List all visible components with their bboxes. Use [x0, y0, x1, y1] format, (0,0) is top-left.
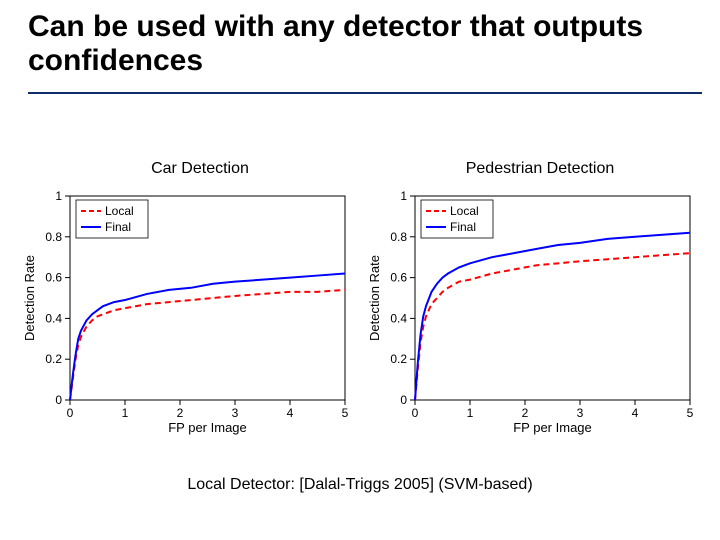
svg-text:Local: Local: [450, 204, 479, 218]
svg-text:4: 4: [287, 406, 294, 420]
svg-text:2: 2: [522, 406, 529, 420]
svg-text:FP per Image: FP per Image: [513, 420, 592, 435]
svg-text:Local: Local: [105, 204, 134, 218]
svg-text:Final: Final: [105, 220, 131, 234]
slide: Can be used with any detector that outpu…: [0, 0, 720, 540]
svg-text:FP per Image: FP per Image: [168, 420, 247, 435]
slide-title: Can be used with any detector that outpu…: [28, 10, 692, 77]
svg-text:0.2: 0.2: [45, 352, 62, 366]
chart-title-car: Car Detection: [120, 160, 280, 178]
svg-text:0.2: 0.2: [390, 352, 407, 366]
svg-text:2: 2: [177, 406, 184, 420]
svg-text:4: 4: [632, 406, 639, 420]
svg-text:3: 3: [577, 406, 584, 420]
charts-row: 0 1 2 3 4 5 0 0.2 0.4 0.6 0.8 1 FP per Image Detectio…: [20, 188, 700, 438]
title-divider: [28, 92, 702, 94]
chart-svg-car: 0 1 2 3 4 5 0 0.2 0.4 0.6 0.8 1 FP per Image Detectio…: [20, 188, 355, 438]
svg-text:Detection Rate: Detection Rate: [22, 255, 37, 341]
svg-text:0.6: 0.6: [45, 271, 62, 285]
svg-text:5: 5: [687, 406, 694, 420]
svg-text:1: 1: [122, 406, 129, 420]
chart-title-pedestrian: Pedestrian Detection: [440, 160, 640, 178]
footer-caption: Local Detector: [Dalal-Triggs 2005] (SVM…: [0, 476, 720, 494]
svg-text:0.6: 0.6: [390, 271, 407, 285]
chart-car: 0 1 2 3 4 5 0 0.2 0.4 0.6 0.8 1 FP per Image Detectio…: [20, 188, 355, 438]
svg-text:0: 0: [67, 406, 74, 420]
svg-text:0: 0: [412, 406, 419, 420]
svg-text:Detection Rate: Detection Rate: [367, 255, 382, 341]
svg-text:0: 0: [400, 393, 407, 407]
svg-text:0: 0: [55, 393, 62, 407]
title-wrap: Can be used with any detector that outpu…: [28, 10, 692, 77]
svg-text:0.8: 0.8: [390, 230, 407, 244]
svg-text:0.8: 0.8: [45, 230, 62, 244]
chart-pedestrian: 0 1 2 3 4 5 0 0.2 0.4 0.6 0.8 1 FP per Image Detectio…: [365, 188, 700, 438]
svg-text:3: 3: [232, 406, 239, 420]
chart-svg-pedestrian: 0 1 2 3 4 5 0 0.2 0.4 0.6 0.8 1 FP per Image Detectio…: [365, 188, 700, 438]
svg-text:1: 1: [400, 189, 407, 203]
svg-text:0.4: 0.4: [45, 311, 62, 325]
svg-text:0.4: 0.4: [390, 311, 407, 325]
svg-text:Final: Final: [450, 220, 476, 234]
svg-text:5: 5: [342, 406, 349, 420]
svg-text:1: 1: [467, 406, 474, 420]
svg-text:1: 1: [55, 189, 62, 203]
